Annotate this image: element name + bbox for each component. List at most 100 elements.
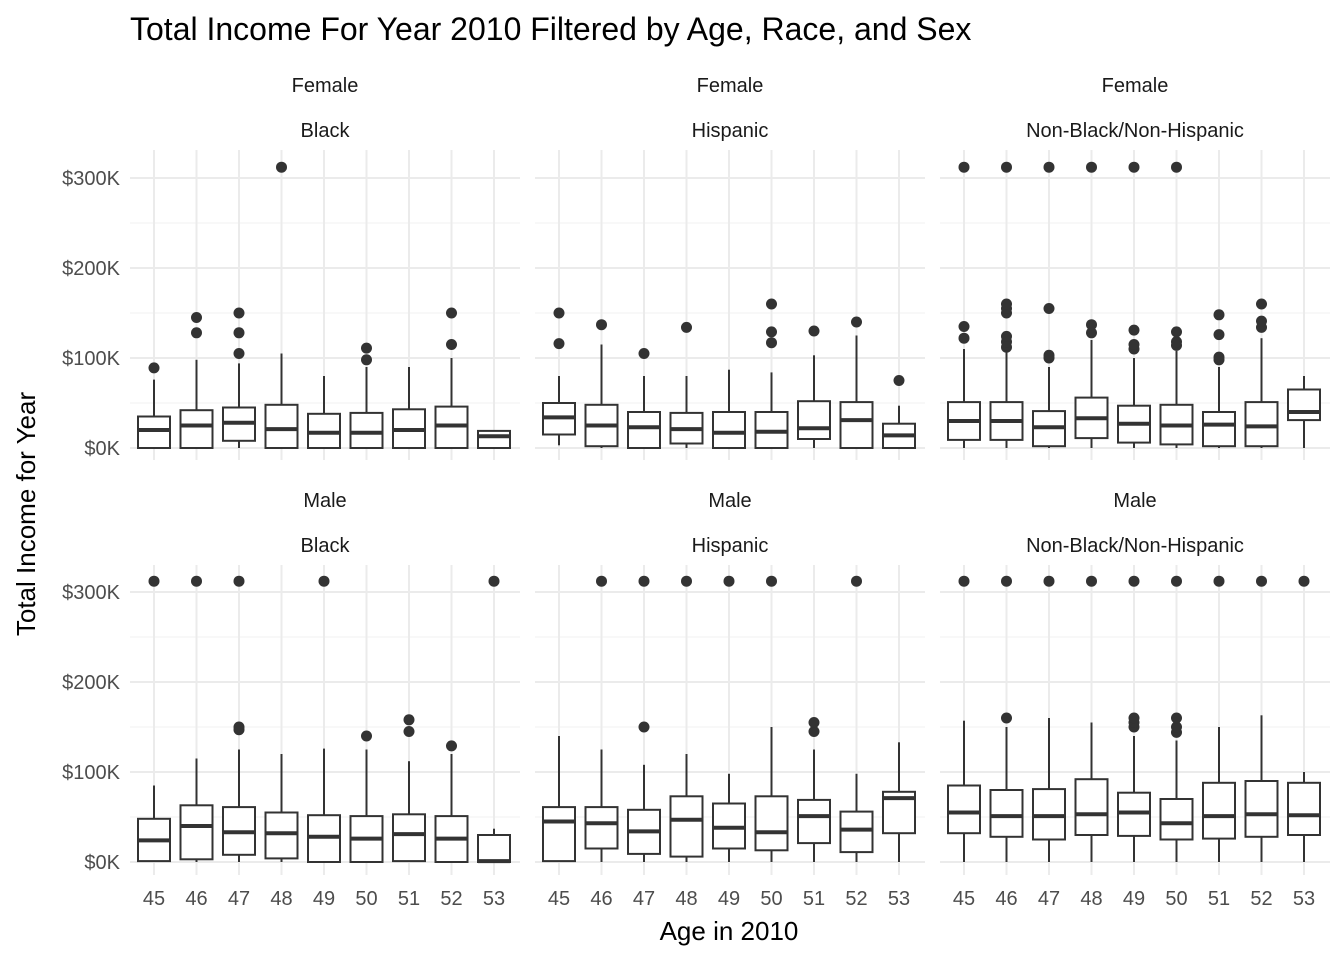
box-age-48: [669, 321, 704, 448]
outlier-point: [1256, 315, 1267, 327]
box-age-47: [222, 575, 256, 862]
box-age-47: [222, 307, 256, 448]
outlier-point: [851, 575, 862, 587]
outlier-point: [1256, 575, 1267, 587]
iqr-box: [839, 401, 874, 450]
x-tick-label: 45: [143, 888, 165, 910]
box-age-45: [542, 736, 576, 863]
iqr-box: [1244, 780, 1279, 838]
iqr-box: [264, 403, 299, 449]
y-axis-labels: $0K $100K $200K $300K $0K $100K $200K $300K: [62, 168, 120, 874]
iqr-box: [1074, 778, 1109, 837]
x-tick-label: 48: [270, 888, 292, 910]
iqr-box: [1244, 401, 1279, 448]
box-age-52: [839, 575, 874, 862]
outlier-point: [638, 721, 650, 733]
box-age-52: [1244, 298, 1279, 448]
outlier-point: [361, 354, 372, 366]
box-age-45: [947, 575, 981, 862]
outlier-point: [1128, 712, 1140, 724]
chart-title: Total Income For Year 2010 Filtered by A…: [130, 11, 971, 47]
box-age-50: [1159, 161, 1194, 448]
y-tick-label: $100K: [62, 762, 120, 784]
outlier-point: [1213, 351, 1225, 363]
x-tick-label: 46: [995, 888, 1017, 910]
outlier-point: [276, 161, 287, 173]
outlier-point: [638, 575, 650, 587]
iqr-box: [669, 795, 704, 858]
box-age-51: [1202, 309, 1236, 448]
outlier-point: [1213, 329, 1225, 341]
box-age-51: [797, 325, 831, 448]
panel-male-hispanic: Male Hispanic: [535, 490, 925, 875]
box-age-52: [839, 316, 874, 450]
box-age-46: [989, 575, 1024, 862]
iqr-box: [797, 400, 831, 441]
outlier-point: [403, 714, 415, 726]
box-age-50: [349, 342, 384, 449]
outlier-point: [958, 332, 970, 344]
outlier-point: [191, 312, 202, 323]
panel-male-black: Male Black: [130, 490, 520, 875]
iqr-box: [712, 411, 746, 449]
outlier-point: [446, 307, 457, 319]
facet-sex-label: Female: [292, 75, 359, 97]
outlier-point: [1001, 330, 1012, 342]
box-age-49: [1117, 575, 1151, 862]
outlier-point: [1171, 336, 1182, 348]
box-age-48: [264, 754, 299, 862]
iqr-box: [627, 411, 661, 449]
outlier-point: [1171, 326, 1182, 338]
outlier-point: [723, 575, 735, 587]
outlier-point: [1086, 327, 1097, 339]
outlier-point: [1128, 339, 1140, 350]
outlier-point: [958, 161, 970, 173]
outlier-point: [681, 321, 692, 333]
box-age-53: [477, 575, 511, 864]
outlier-point: [1128, 161, 1140, 173]
box-age-48: [669, 575, 704, 862]
outlier-point: [1298, 575, 1310, 587]
box-age-46: [179, 312, 214, 450]
box-age-50: [349, 730, 384, 863]
outlier-point: [1043, 161, 1055, 173]
outlier-point: [808, 717, 820, 728]
facet-race-label: Black: [301, 535, 351, 557]
x-tick-label: 47: [633, 888, 655, 910]
outlier-point: [1001, 161, 1012, 173]
y-axis-title: Total Income for Year: [11, 392, 41, 637]
outlier-point: [1213, 575, 1225, 587]
iqr-box: [137, 415, 171, 449]
x-tick-label: 48: [675, 888, 697, 910]
outlier-point: [361, 730, 372, 742]
outlier-point: [1043, 303, 1055, 314]
x-tick-label: 53: [1293, 888, 1315, 910]
outlier-point: [638, 348, 650, 359]
box-age-52: [434, 307, 469, 450]
y-tick-label: $100K: [62, 348, 120, 370]
y-tick-label: $0K: [84, 852, 120, 874]
iqr-box: [839, 810, 874, 854]
x-tick-label: 50: [355, 888, 377, 910]
outlier-point: [851, 316, 862, 328]
iqr-box: [947, 784, 981, 835]
outlier-point: [766, 575, 777, 587]
outlier-point: [191, 327, 202, 339]
x-tick-label: 49: [718, 888, 740, 910]
box-age-49: [307, 376, 341, 449]
box-age-46: [584, 575, 619, 862]
box-age-53: [477, 429, 511, 449]
outlier-point: [893, 375, 905, 386]
iqr-box: [754, 795, 789, 852]
box-age-50: [1159, 575, 1194, 862]
outlier-point: [1001, 575, 1012, 587]
outlier-point: [808, 726, 820, 737]
outlier-point: [403, 726, 415, 737]
outlier-point: [553, 338, 565, 350]
box-age-51: [797, 717, 831, 862]
iqr-box: [349, 411, 384, 449]
x-tick-label: 45: [548, 888, 570, 910]
iqr-box: [542, 806, 576, 863]
y-tick-label: $300K: [62, 582, 120, 604]
